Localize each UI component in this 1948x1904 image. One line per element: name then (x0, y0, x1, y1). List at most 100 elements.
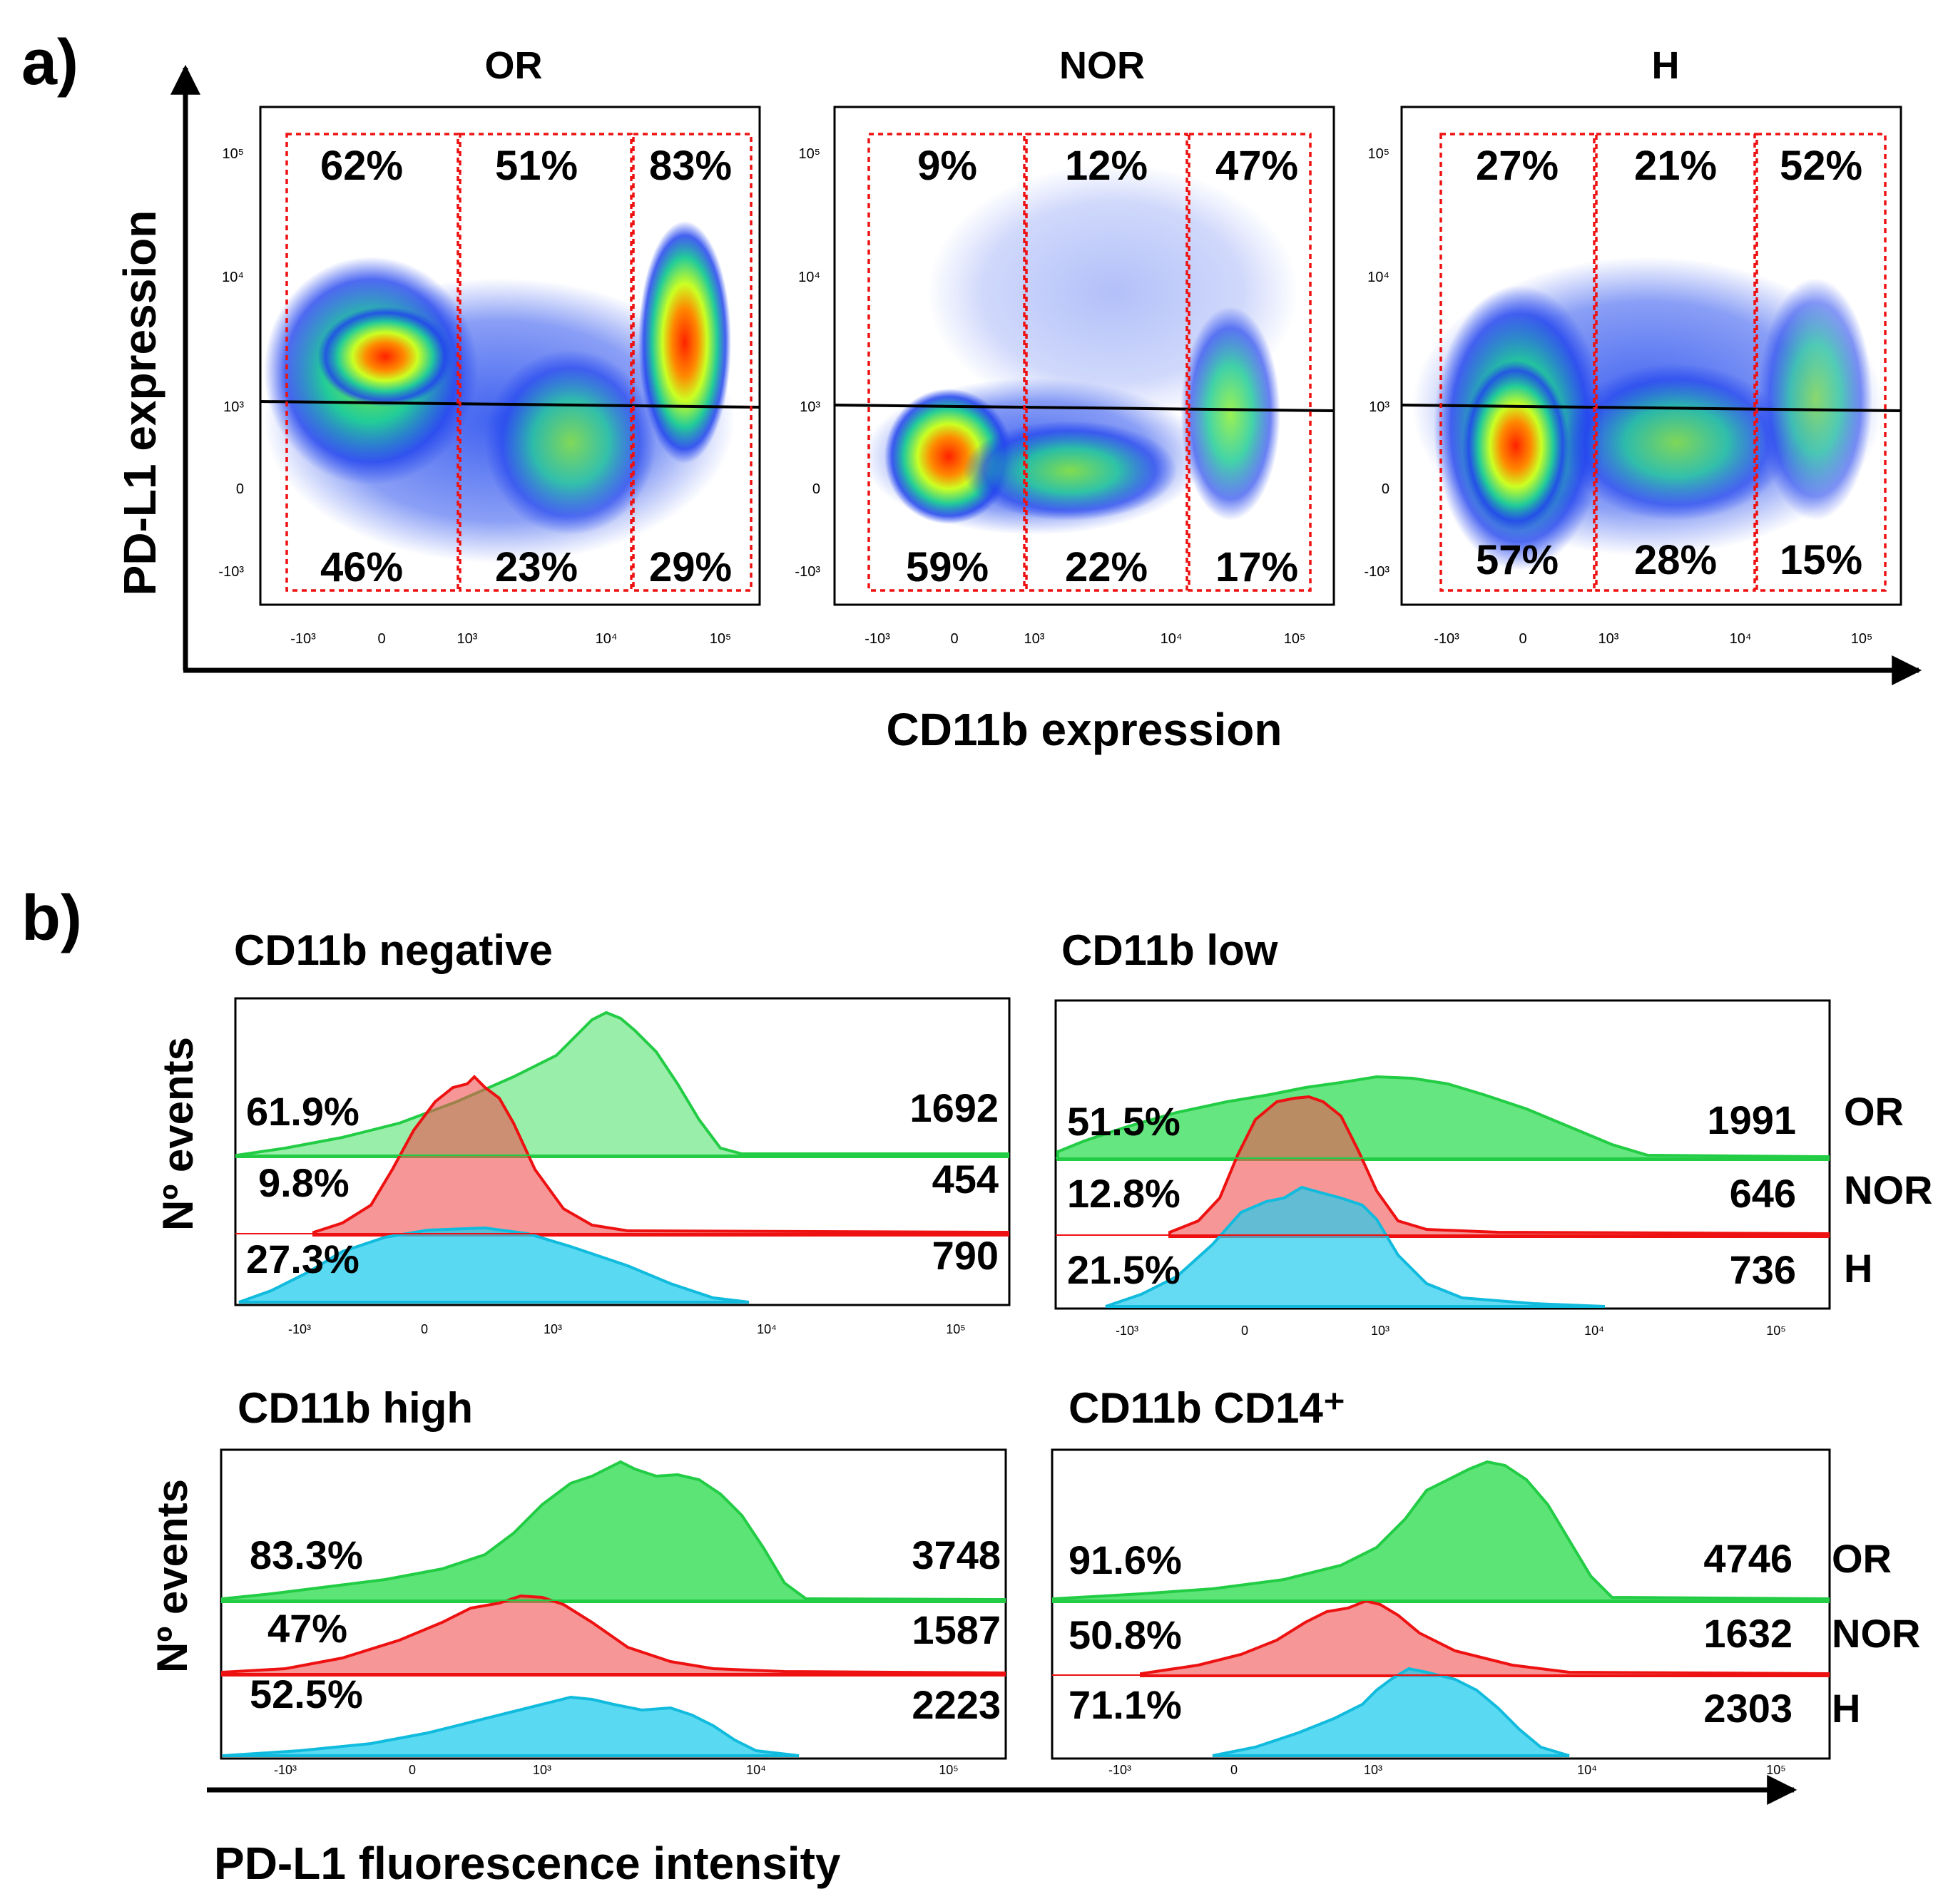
histogram-percent: 9.8% (258, 1160, 350, 1205)
y-tick-labels: 10⁵ 10⁴ 10³ 0 -10³ (218, 146, 244, 580)
histogram-h-curve (222, 1695, 800, 1757)
histogram-count: 1692 (909, 1085, 999, 1130)
y-tick-label: 0 (1382, 481, 1389, 497)
histogram-count: 3748 (912, 1532, 1001, 1577)
gate-percent: 59% (906, 544, 989, 590)
y-tick-label: 10³ (1369, 399, 1389, 415)
x-tick-label: 10⁴ (757, 1322, 777, 1336)
row-labels-bottom: OR NOR H (1832, 1536, 1920, 1731)
gate-percent: 17% (1215, 544, 1298, 590)
gate-percent: 23% (495, 544, 578, 590)
gate-percent: 46% (320, 544, 403, 590)
histogram-count: 1587 (912, 1607, 1001, 1652)
y-tick-label: 10³ (800, 399, 820, 415)
dot-plot-title: H (1652, 44, 1680, 87)
x-tick-labels: -10³ 0 10³ 10⁴ 10⁵ (1434, 631, 1872, 647)
density-cloud (264, 221, 735, 563)
x-tick-label: 0 (1519, 631, 1526, 647)
x-tick-label: 10³ (1371, 1324, 1389, 1338)
x-tick-label: 10⁴ (1577, 1763, 1597, 1777)
histogram-percent: 91.6% (1069, 1537, 1182, 1582)
y-tick-label: 0 (812, 481, 820, 497)
histogram-percent: 83.3% (250, 1532, 363, 1577)
y-tick-label: -10³ (218, 564, 244, 580)
histogram-or-curve (1052, 1460, 1830, 1603)
panel-a-x-axis-label: CD11b expression (887, 704, 1282, 755)
gate-percent: 29% (649, 544, 732, 590)
x-tick-label: 10⁴ (1584, 1324, 1604, 1338)
histogram-h-curve (238, 1226, 750, 1304)
gate-percent: 28% (1634, 537, 1717, 583)
histogram-title: CD11b negative (234, 926, 553, 974)
y-tick-label: 10⁴ (222, 270, 244, 285)
dot-plot-title: NOR (1059, 44, 1145, 87)
x-tick-label: -10³ (290, 631, 316, 647)
x-tick-label: 10⁵ (1766, 1763, 1785, 1777)
x-tick-label: 10⁴ (596, 631, 618, 647)
gate-percent: 12% (1065, 143, 1148, 189)
x-tick-labels: -10³ 0 10³ 10⁴ 10⁵ (274, 1763, 959, 1777)
y-tick-labels: 10⁵ 10⁴ 10³ 0 -10³ (1364, 146, 1389, 580)
density-cloud (863, 164, 1298, 535)
histogram-percent: 21.5% (1067, 1247, 1180, 1292)
gate-percent: 47% (1215, 143, 1298, 189)
threshold-line (260, 400, 760, 409)
gate (285, 133, 459, 592)
histogram-title: CD11b CD14⁺ (1069, 1384, 1345, 1432)
x-tick-label: 10³ (544, 1322, 562, 1336)
x-tick-label: -10³ (1108, 1763, 1131, 1777)
histogram-percent: 47% (267, 1606, 347, 1651)
gate (459, 133, 633, 592)
x-tick-label: 0 (377, 631, 385, 647)
panel-b-y-axis-label: Nº events (154, 1037, 202, 1231)
row-label: H (1844, 1246, 1872, 1291)
histogram-h-curve (1105, 1185, 1606, 1308)
panel-b-label: b) (21, 883, 82, 954)
row-label: H (1832, 1686, 1860, 1731)
histogram-count: 1632 (1703, 1611, 1793, 1656)
dot-plot-or: OR 62% 51% 83% 46% 23% 29% 10⁵ 10⁴ 10³ 0… (218, 44, 761, 647)
histogram-cd11b-cd14-positive: CD11b CD14⁺ 91.6% 50.8% 71.1% 4746 1632 … (1051, 1384, 1831, 1777)
x-tick-label: 0 (1241, 1324, 1248, 1338)
histogram-percent: 12.8% (1067, 1171, 1180, 1216)
gate (867, 133, 1026, 592)
gate-percent: 83% (649, 143, 732, 189)
histogram-percent: 71.1% (1069, 1682, 1182, 1727)
histogram-count: 2223 (912, 1682, 1001, 1727)
y-tick-label: 10⁴ (798, 270, 820, 285)
y-tick-label: 10⁴ (1367, 270, 1389, 285)
x-tick-label: -10³ (288, 1322, 311, 1336)
gate-percent: 62% (320, 143, 403, 189)
x-tick-label: 10⁵ (1851, 631, 1873, 647)
histogram-cd11b-negative: CD11b negative 61.9% 9.8% 27.3% 1692 454… (234, 926, 1011, 1336)
gate-percent: 52% (1780, 143, 1862, 189)
x-tick-label: 0 (421, 1322, 428, 1336)
histogram-percent: 50.8% (1069, 1612, 1182, 1657)
panel-b-y-axis-label: Nº events (148, 1479, 196, 1673)
histogram-nor-curve (1140, 1599, 1830, 1677)
x-tick-label: -10³ (1434, 631, 1459, 647)
histogram-cd11b-low: CD11b low 51.5% 12.8% 21.5% 1991 646 736… (1054, 926, 1831, 1338)
histogram-nor-curve (312, 1075, 1009, 1237)
dot-plot-h: H 27% 21% 52% 57% 28% 15% 10⁵ 10⁴ 10³ 0 … (1364, 44, 1902, 647)
row-labels-top: OR NOR H (1844, 1089, 1932, 1291)
x-tick-label: 10⁵ (710, 631, 732, 647)
gate-percent: 21% (1634, 143, 1717, 189)
gate (1439, 133, 1596, 592)
y-tick-label: 10⁵ (222, 146, 244, 162)
gate-percent: 51% (495, 143, 578, 189)
row-label: OR (1844, 1089, 1904, 1134)
x-tick-label: 0 (950, 631, 958, 647)
histogram-h-curve (1212, 1667, 1570, 1757)
y-tick-label: -10³ (795, 564, 820, 580)
gate (1025, 133, 1188, 592)
y-tick-label: 10⁵ (1367, 146, 1389, 162)
histogram-count: 1991 (1707, 1097, 1796, 1142)
threshold-line (834, 404, 1335, 412)
panel-a-y-axis-label: PD-L1 expression (114, 210, 165, 596)
x-tick-label: 10⁵ (939, 1763, 958, 1777)
x-tick-label: 10⁴ (746, 1763, 766, 1777)
gate-percent: 22% (1065, 544, 1148, 590)
histogram-or-curve (221, 1460, 1006, 1603)
